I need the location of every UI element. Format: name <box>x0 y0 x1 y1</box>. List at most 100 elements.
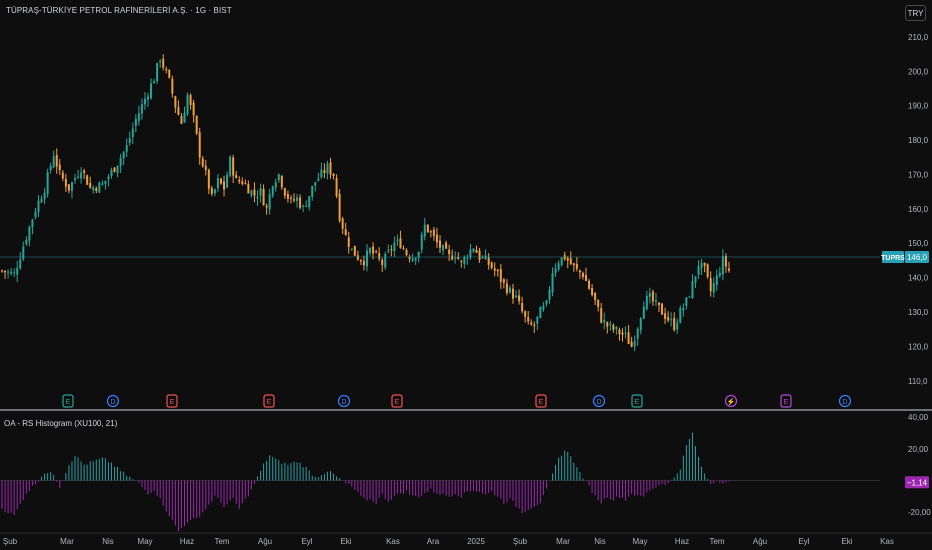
event-marker-label: ⚡ <box>727 397 736 406</box>
event-marker-icon[interactable] <box>62 394 74 408</box>
price-axis-label: 190,0 <box>908 102 929 111</box>
event-marker-icon[interactable] <box>592 394 606 408</box>
candle-body <box>572 263 575 266</box>
candle-body <box>508 287 511 293</box>
candle-body <box>575 263 578 269</box>
last-price-tag-label: 146,0 <box>907 253 928 262</box>
chart-title: TÜPRAŞ-TÜRKİYE PETROL RAFİNERİLERİ A.Ş. … <box>6 6 232 15</box>
candle-body <box>58 164 61 171</box>
candle-body <box>661 303 664 315</box>
candle-body <box>393 242 396 252</box>
candle-body <box>709 278 712 292</box>
candle-body <box>667 316 670 321</box>
candle-body <box>238 179 241 182</box>
candle-body <box>253 189 256 196</box>
candle-body <box>61 172 64 179</box>
candle-body <box>274 182 277 188</box>
candle-body <box>25 239 28 245</box>
time-axis-label: Eki <box>841 537 852 546</box>
candle-body <box>706 264 709 277</box>
candle-body <box>387 250 390 252</box>
candle-body <box>92 187 95 191</box>
candle-body <box>372 246 375 254</box>
symbol-tag-label: TUPRS <box>881 255 905 262</box>
candle-body <box>615 327 618 330</box>
candle-body <box>551 273 554 293</box>
candle-body <box>524 311 527 317</box>
candle-body <box>569 258 572 265</box>
candle-body <box>101 183 104 185</box>
candle-body <box>505 283 508 293</box>
candle-body <box>13 272 16 274</box>
candle-body <box>457 257 460 260</box>
time-axis-label: Nis <box>594 537 606 546</box>
event-marker-label: E <box>267 399 272 406</box>
candle-body <box>697 266 700 275</box>
candle-body <box>332 173 335 177</box>
price-axis-label: 130,0 <box>908 308 929 317</box>
event-marker-icon[interactable] <box>391 394 403 408</box>
candle-body <box>296 197 299 201</box>
candle-body <box>618 329 621 335</box>
candle-body <box>715 275 718 286</box>
candle-body <box>542 305 545 310</box>
candle-body <box>688 296 691 298</box>
candle-body <box>560 257 563 266</box>
candle-body <box>22 246 25 259</box>
candle-body <box>137 113 140 122</box>
candle-body <box>381 259 384 266</box>
last-price-tag <box>905 250 929 263</box>
time-axis-label: Tem <box>709 537 724 546</box>
event-marker-icon[interactable] <box>780 394 792 408</box>
candle-body <box>426 224 429 233</box>
candle-body <box>198 132 201 158</box>
currency-button[interactable]: TRY <box>905 5 926 21</box>
time-axis-label: Mar <box>60 537 74 546</box>
candle-body <box>171 78 174 94</box>
candle-body <box>463 256 466 265</box>
price-axis-label: 210,0 <box>908 33 929 42</box>
event-marker-label: D <box>596 399 601 406</box>
candle-body <box>712 283 715 293</box>
event-marker-icon[interactable] <box>166 394 178 408</box>
candle-body <box>642 306 645 319</box>
candle-body <box>293 199 295 201</box>
candle-body <box>682 307 685 311</box>
time-axis-label: Ara <box>427 537 440 546</box>
event-marker-icon[interactable] <box>535 394 547 408</box>
price-axis-label: 110,0 <box>908 377 928 386</box>
candle-body <box>633 341 636 347</box>
candle-body <box>335 178 338 197</box>
candle-body <box>286 194 289 199</box>
candle-body <box>390 249 393 251</box>
event-marker-icon[interactable] <box>838 394 852 408</box>
candle-body <box>77 176 80 178</box>
event-marker-icon[interactable] <box>263 394 275 408</box>
time-axis-label: May <box>632 537 647 546</box>
candle-body <box>408 256 411 259</box>
event-marker-icon[interactable] <box>106 394 120 408</box>
time-axis-label: 2025 <box>467 537 485 546</box>
candle-body <box>369 248 372 254</box>
candle-body <box>350 248 353 250</box>
candle-body <box>244 183 247 185</box>
candle-body <box>329 162 332 175</box>
candle-body <box>55 154 58 167</box>
event-marker-icon[interactable] <box>724 394 738 408</box>
candle-body <box>384 254 387 268</box>
candle-body <box>131 128 134 138</box>
candle-body <box>64 179 67 187</box>
event-marker-icon[interactable] <box>631 394 643 408</box>
candle-body <box>484 255 487 260</box>
candle-body <box>396 239 399 242</box>
candle-body <box>645 295 648 310</box>
candle-body <box>4 270 7 273</box>
candle-body <box>548 290 551 300</box>
candle-body <box>323 170 326 174</box>
price-axis-label: 160,0 <box>908 205 929 214</box>
candle-body <box>150 83 153 99</box>
event-marker-icon[interactable] <box>337 394 351 408</box>
candle-body <box>250 190 253 196</box>
price-axis-label: 140,0 <box>908 274 929 283</box>
